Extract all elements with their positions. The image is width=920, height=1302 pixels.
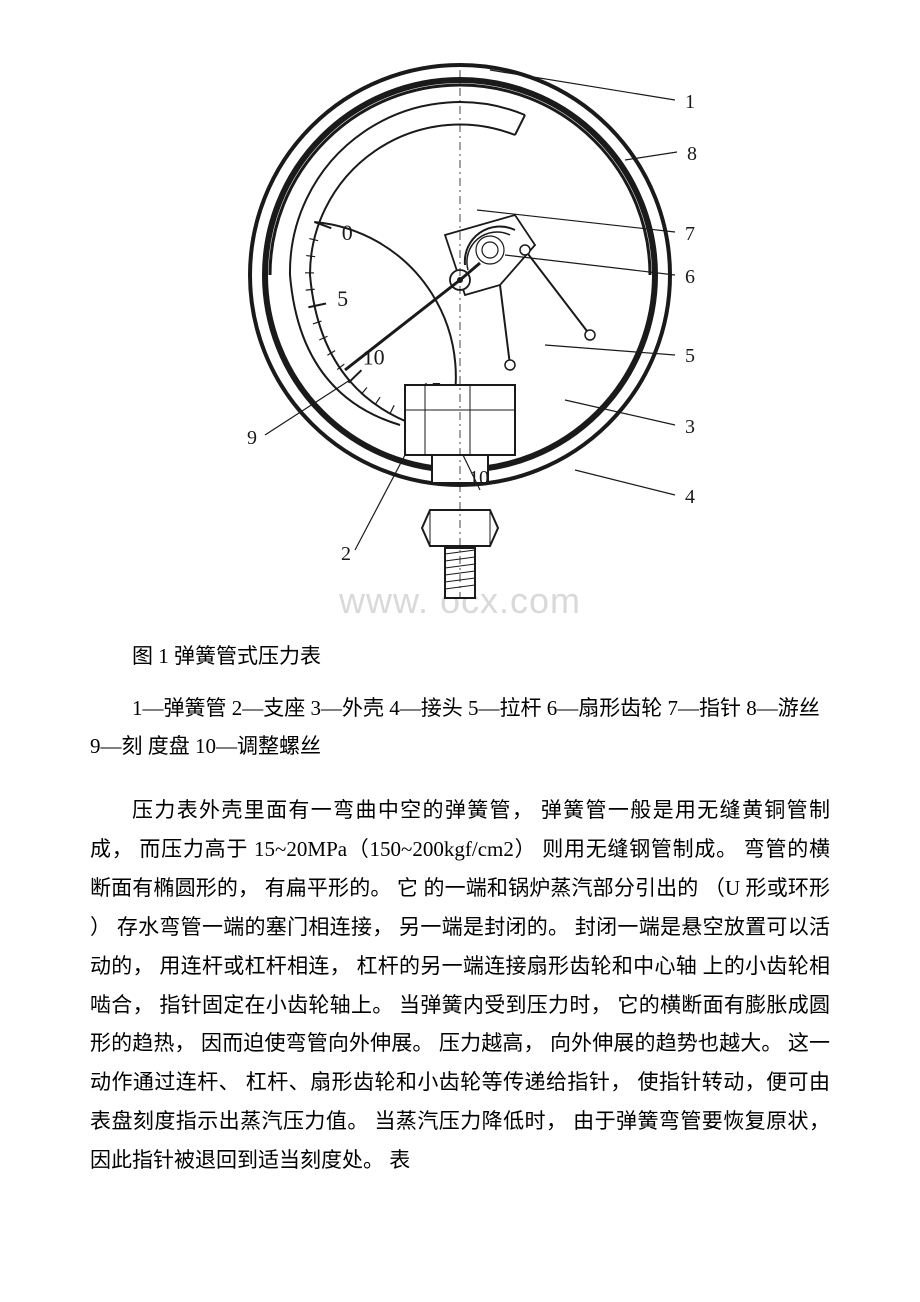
svg-text:0: 0: [342, 220, 353, 245]
svg-text:10: 10: [469, 467, 489, 489]
svg-text:9: 9: [247, 427, 257, 449]
figure-wrapper: www. ocx.com 05101518765349210: [205, 40, 715, 610]
svg-text:6: 6: [685, 266, 695, 288]
gauge-diagram: 05101518765349210: [205, 40, 715, 610]
figure-container: www. ocx.com 05101518765349210: [90, 40, 830, 610]
figure-caption: 图 1 弹簧管式压力表: [90, 638, 830, 676]
svg-text:4: 4: [685, 486, 695, 508]
svg-text:1: 1: [685, 91, 695, 113]
svg-text:2: 2: [341, 543, 351, 565]
svg-text:7: 7: [685, 223, 695, 245]
svg-text:5: 5: [685, 345, 695, 367]
body-paragraph: 压力表外壳里面有一弯曲中空的弹簧管， 弹簧管一般是用无缝黄铜管制成， 而压力高于…: [90, 791, 830, 1179]
svg-text:8: 8: [687, 143, 697, 165]
svg-text:5: 5: [337, 286, 348, 311]
figure-legend: 1—弹簧管 2—支座 3—外壳 4—接头 5—拉杆 6—扇形齿轮 7—指针 8—…: [90, 690, 830, 766]
svg-text:3: 3: [685, 416, 695, 438]
